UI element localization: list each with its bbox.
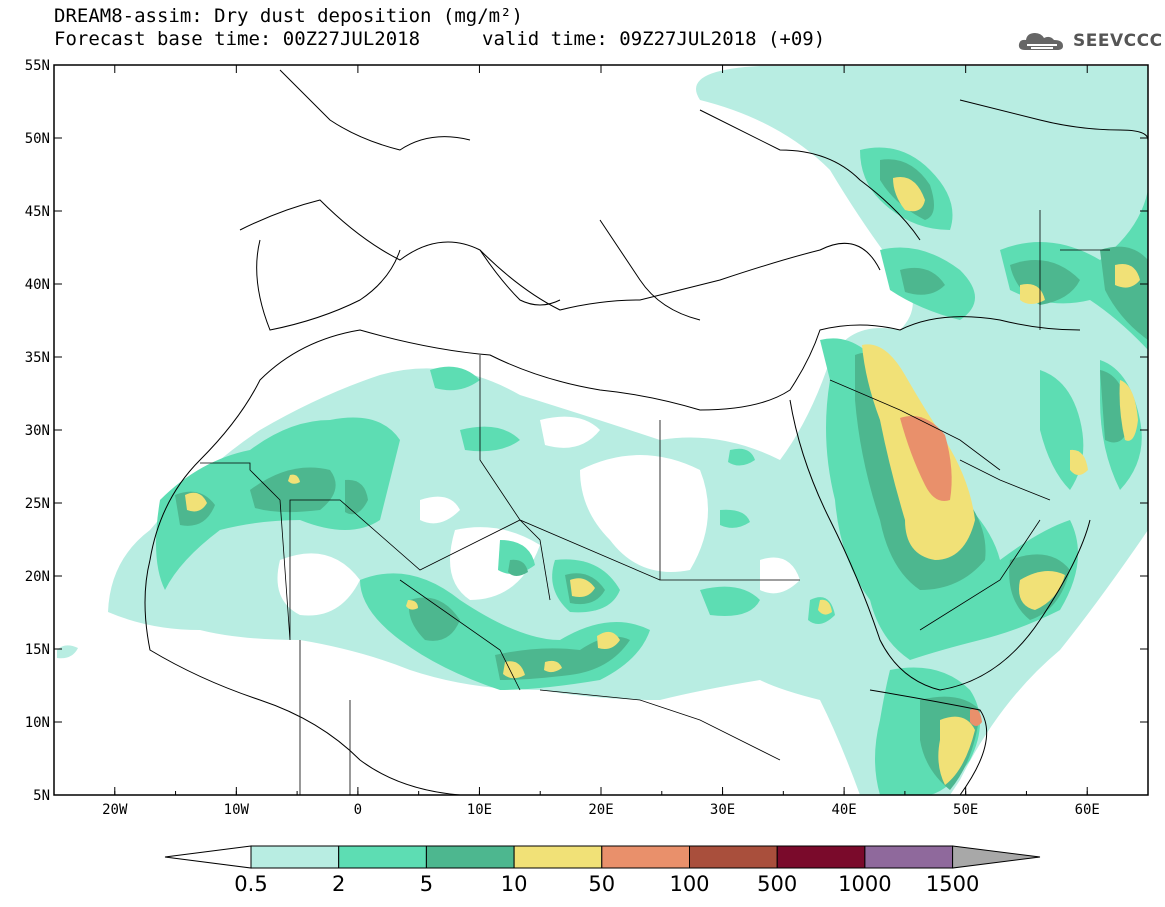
lat-label: 25N [25,496,50,512]
lon-label: 20W [102,802,128,818]
map-title: DREAM8-assim: Dry dust deposition (mg/m²… [54,5,523,27]
lat-label: 55N [25,58,50,74]
colorbar-label: 5 [420,872,433,896]
lon-label: 40E [831,802,856,818]
colorbar-box [776,845,866,869]
lat-label: 45N [25,204,50,220]
colorbar-box [425,845,515,869]
colorbar-label: 1000 [838,872,891,896]
colorbar-box [338,845,427,869]
cloud-icon [1018,33,1063,50]
colorbar-box [601,845,690,869]
colorbar-boxes [164,845,1041,869]
dust-field [57,66,1148,795]
colorbar-box [864,845,954,869]
country-borders [200,210,1110,795]
colorbar-over-triangle [952,845,1041,869]
seevccc-logo: SEEVCCC [1017,26,1163,56]
axis-ticks: 55N 50N 45N 40N 35N 30N 25N 20N 15N 10N 5N 20W 10W 0 1… [25,58,1149,818]
level-50-areas [900,416,982,726]
colorbar-box [250,845,340,869]
colorbar-under-triangle [164,845,252,869]
lat-label: 35N [25,350,50,366]
colorbar-label: 10 [501,872,528,896]
lon-label: 20E [588,802,613,818]
colorbar-label: 2 [332,872,345,896]
colorbar-label: 500 [757,872,797,896]
valid-time: valid time: 09Z27JUL2018 (+09) [482,28,826,50]
lon-label: 10E [467,802,492,818]
lon-label: 50E [953,802,978,818]
colorbar-labels: 0.5 2 5 10 50 100 500 1000 1500 [234,872,979,896]
colorbar-box [513,845,603,869]
lat-label: 40N [25,277,50,293]
colorbar-label: 100 [669,872,709,896]
lon-label: 10W [224,802,250,818]
lon-label: 30E [710,802,735,818]
coastlines [144,69,1148,795]
colorbar-label: 50 [588,872,615,896]
lat-label: 5N [33,788,50,804]
lat-label: 50N [25,131,50,147]
colorbar-label: 1500 [926,872,979,896]
lat-label: 10N [25,715,50,731]
colorbar-box [689,845,778,869]
lat-label: 30N [25,423,50,439]
lat-label: 15N [25,642,50,658]
colorbar-label: 0.5 [234,872,267,896]
lon-label: 60E [1075,802,1100,818]
logo-text: SEEVCCC [1073,31,1163,51]
lat-label: 20N [25,569,50,585]
forecast-base-time: Forecast base time: 00Z27JUL2018 [54,28,421,50]
lon-label: 0 [354,802,362,818]
